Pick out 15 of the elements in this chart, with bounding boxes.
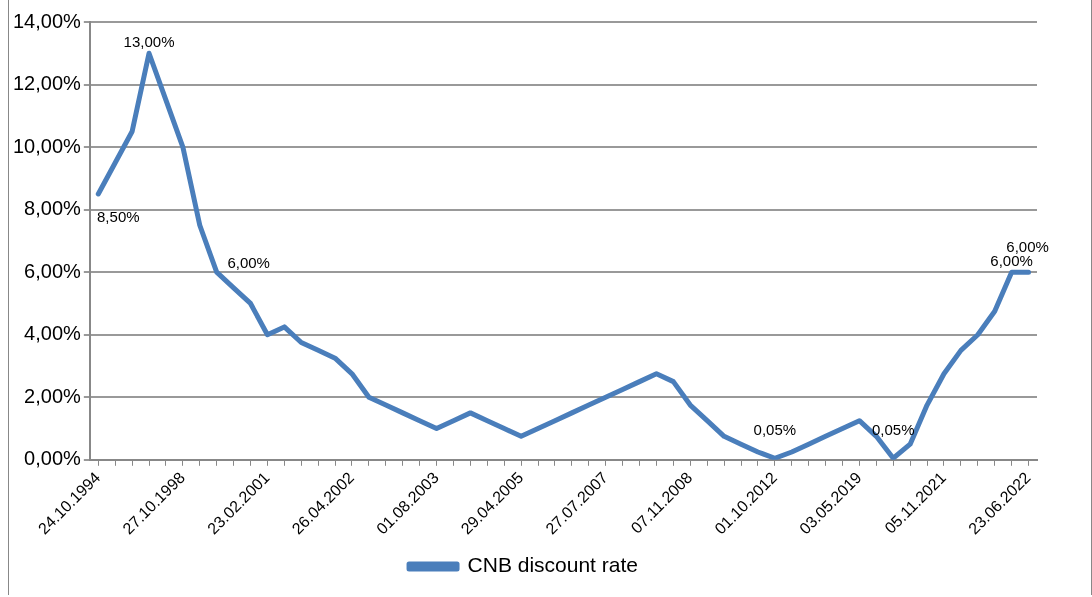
y-tick-label: 4,00% [24, 322, 82, 345]
data-label: 13,00% [123, 33, 175, 51]
data-label: 6,00% [227, 254, 270, 272]
y-tick-label: 14,00% [12, 9, 82, 32]
data-label: 6,00% [1006, 238, 1049, 256]
y-tick-label: 6,00% [24, 259, 82, 282]
y-tick-label: 8,00% [24, 197, 82, 220]
y-tick-label: 12,00% [12, 72, 82, 95]
data-label: 8,50% [97, 208, 140, 226]
data-label: 0,05% [753, 421, 797, 439]
y-tick-label: 0,00% [24, 447, 82, 470]
y-tick-label: 10,00% [12, 134, 82, 157]
y-tick-label: 2,00% [24, 384, 82, 407]
legend-label: CNB discount rate [467, 553, 638, 577]
data-label: 0,05% [871, 421, 915, 439]
